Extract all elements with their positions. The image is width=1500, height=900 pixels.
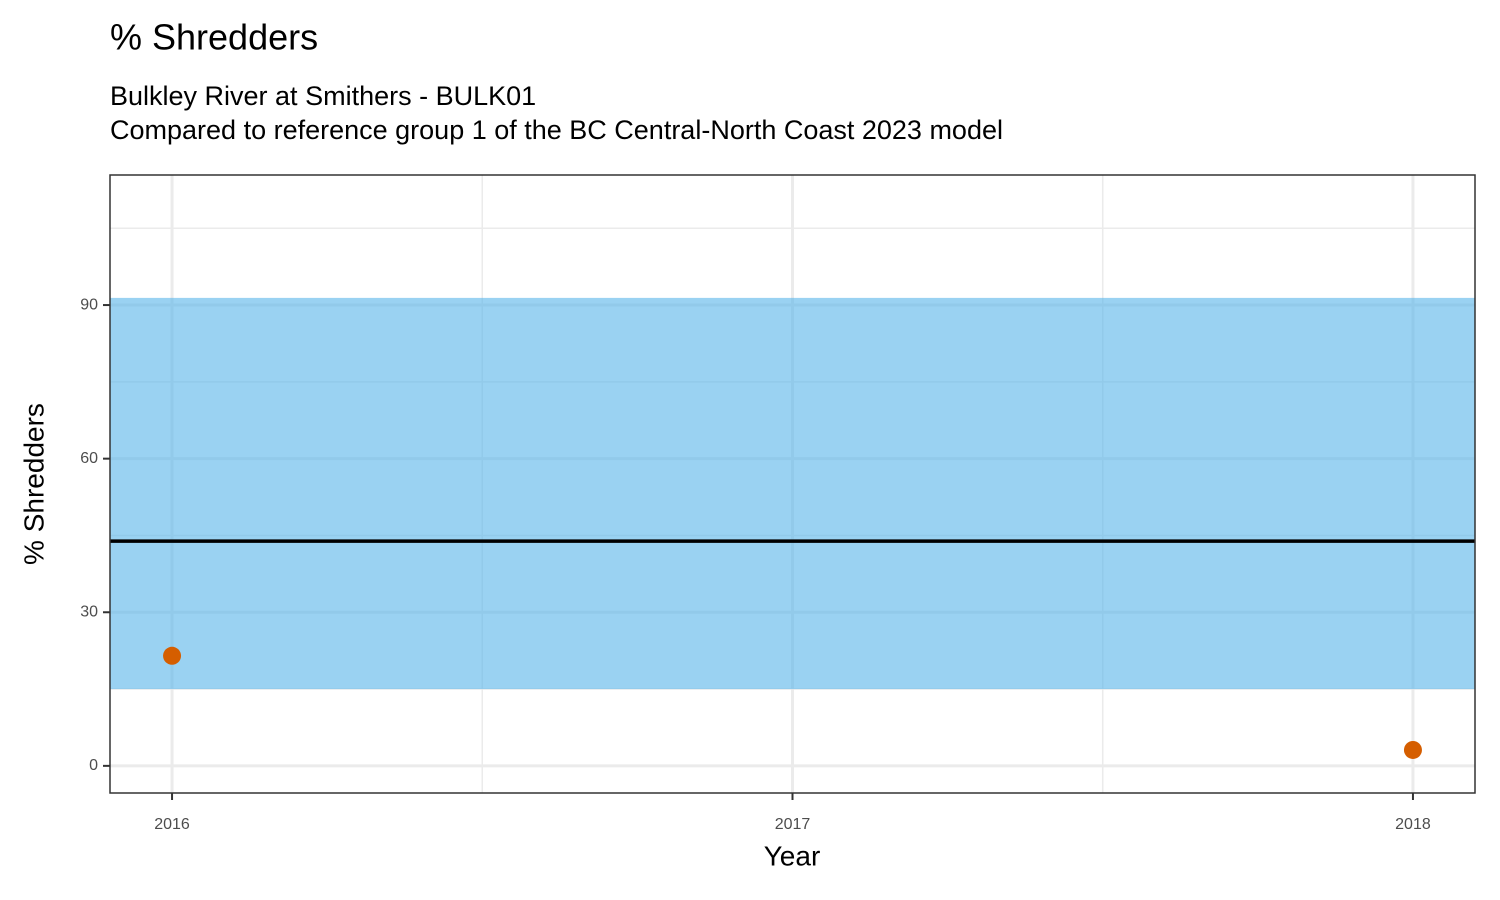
chart-subtitle: Compared to reference group 1 of the BC … <box>110 115 1003 145</box>
point <box>163 646 182 665</box>
chart-subtitle: Bulkley River at Smithers - BULK01 <box>110 81 536 111</box>
reference-band <box>110 297 1475 690</box>
x-tick-label: 2017 <box>775 816 811 833</box>
y-tick-label: 30 <box>80 603 98 620</box>
x-tick-label: 2018 <box>1395 816 1431 833</box>
plot-border <box>109 174 1476 794</box>
y-axis-title: % Shredders <box>18 403 49 565</box>
x-axis-title: Year <box>764 840 821 871</box>
y-tick-label: 60 <box>80 450 98 467</box>
chart-title: % Shredders <box>110 17 318 58</box>
point <box>1403 740 1422 759</box>
x-tick-label: 2016 <box>154 816 190 833</box>
y-tick-label: 0 <box>89 757 98 774</box>
y-tick-label: 90 <box>80 296 98 313</box>
